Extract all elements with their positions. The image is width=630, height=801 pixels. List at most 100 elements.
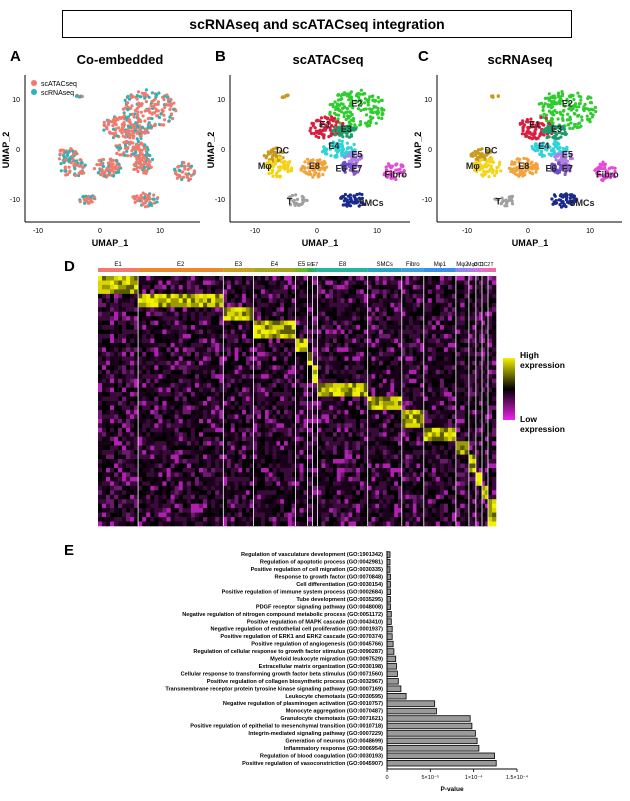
heatmap-cell	[482, 365, 486, 371]
heatmap-cell	[146, 316, 151, 321]
umap-point	[557, 198, 561, 202]
heatmap-cell	[276, 360, 281, 366]
heatmap-cell	[375, 343, 380, 348]
umap-point	[132, 126, 136, 130]
heatmap-cell	[439, 338, 445, 344]
heatmap-cell	[215, 293, 220, 299]
umap-point	[64, 150, 68, 154]
heatmap-cell	[312, 276, 318, 281]
heatmap-cell	[299, 392, 304, 397]
umap-point	[359, 108, 363, 113]
heatmap-cell	[464, 334, 470, 339]
heatmap-cell	[146, 387, 151, 393]
heatmap-cell	[405, 383, 410, 388]
heatmap-cell	[439, 360, 445, 366]
umap-point	[553, 131, 557, 135]
heatmap-cell	[272, 293, 277, 299]
heatmap-cell	[312, 298, 318, 304]
umap-point	[567, 118, 571, 122]
umap-point	[185, 175, 189, 179]
heatmap-cell	[245, 387, 250, 393]
cluster-label-8: DC	[485, 145, 498, 155]
heatmap-cell	[455, 351, 461, 357]
umap-point	[333, 154, 337, 158]
heatmap-cell	[390, 280, 395, 286]
heatmap-cell	[106, 325, 111, 330]
heatmap-cell	[203, 374, 208, 379]
heatmap-cell	[492, 329, 497, 335]
umap-point	[479, 158, 483, 162]
heatmap-cell	[238, 378, 243, 384]
heatmap-cell	[261, 325, 266, 330]
heatmap-cell	[325, 338, 330, 344]
heatmap-cell	[492, 280, 497, 286]
umap-point	[580, 115, 584, 119]
heatmap-cell	[170, 311, 175, 317]
heatmap-cell	[142, 338, 147, 344]
heatmap-cell	[479, 360, 483, 366]
umap-point	[376, 95, 380, 100]
heatmap-cell	[272, 298, 277, 304]
heatmap-cell	[253, 378, 258, 384]
heatmap-cell	[291, 347, 296, 353]
heatmap-cell	[390, 302, 395, 308]
heatmap-cell	[420, 276, 425, 281]
heatmap-cell	[427, 374, 433, 379]
heatmap-cell	[325, 293, 330, 299]
umap-point	[385, 175, 389, 179]
heatmap-cell	[447, 316, 453, 321]
heatmap-cell	[199, 280, 204, 286]
umap-point	[576, 122, 580, 126]
heatmap-cell	[394, 347, 399, 353]
heatmap-cell	[207, 311, 212, 317]
heatmap-cell	[178, 351, 184, 357]
heatmap-cell	[416, 298, 421, 304]
heatmap-cell	[106, 383, 111, 388]
heatmap-cell	[479, 365, 483, 371]
heatmap-cell	[284, 351, 289, 357]
heatmap-cell	[199, 343, 204, 348]
heatmap-cell	[468, 311, 473, 317]
heatmap-cell	[340, 334, 345, 339]
umap-point	[131, 112, 135, 116]
umap-point	[334, 113, 338, 117]
heatmap-cell	[219, 298, 224, 304]
heatmap-cell	[138, 280, 143, 286]
heatmap-cell	[106, 356, 111, 362]
heatmap-cell	[492, 276, 497, 281]
heatmap-cell	[416, 280, 421, 286]
heatmap-cell	[485, 307, 489, 313]
heatmap-cell	[146, 334, 151, 339]
heatmap-cell	[420, 387, 425, 393]
heatmap-cell	[215, 316, 220, 321]
heatmap-cell	[321, 365, 326, 371]
umap-point	[352, 201, 357, 205]
heatmap-cell	[268, 387, 273, 393]
heatmap-cell	[182, 302, 188, 308]
umap-point	[141, 155, 145, 160]
heatmap-cell	[409, 293, 414, 299]
umap-point	[518, 171, 522, 175]
heatmap-cell	[303, 302, 308, 308]
umap-point	[564, 148, 568, 152]
heatmap-cell	[416, 289, 421, 295]
heatmap-cell	[230, 329, 235, 335]
heatmap-cell	[464, 369, 470, 375]
heatmap-cell	[98, 298, 103, 304]
heatmap-cell	[340, 365, 345, 371]
heatmap-cell	[412, 316, 417, 321]
umap-point	[340, 144, 344, 148]
heatmap-cell	[272, 289, 277, 295]
heatmap-cell	[401, 343, 406, 348]
heatmap-cell	[211, 351, 216, 357]
heatmap-cell	[154, 334, 159, 339]
heatmap-cell	[375, 334, 380, 339]
heatmap-cell	[363, 289, 368, 295]
heatmap-cell	[431, 360, 437, 366]
heatmap-cell	[150, 284, 155, 290]
umap-point	[553, 201, 557, 205]
heatmap-cell	[134, 280, 139, 286]
heatmap-cell	[386, 307, 391, 313]
heatmap-cell	[174, 378, 179, 384]
umap-point	[311, 158, 315, 162]
